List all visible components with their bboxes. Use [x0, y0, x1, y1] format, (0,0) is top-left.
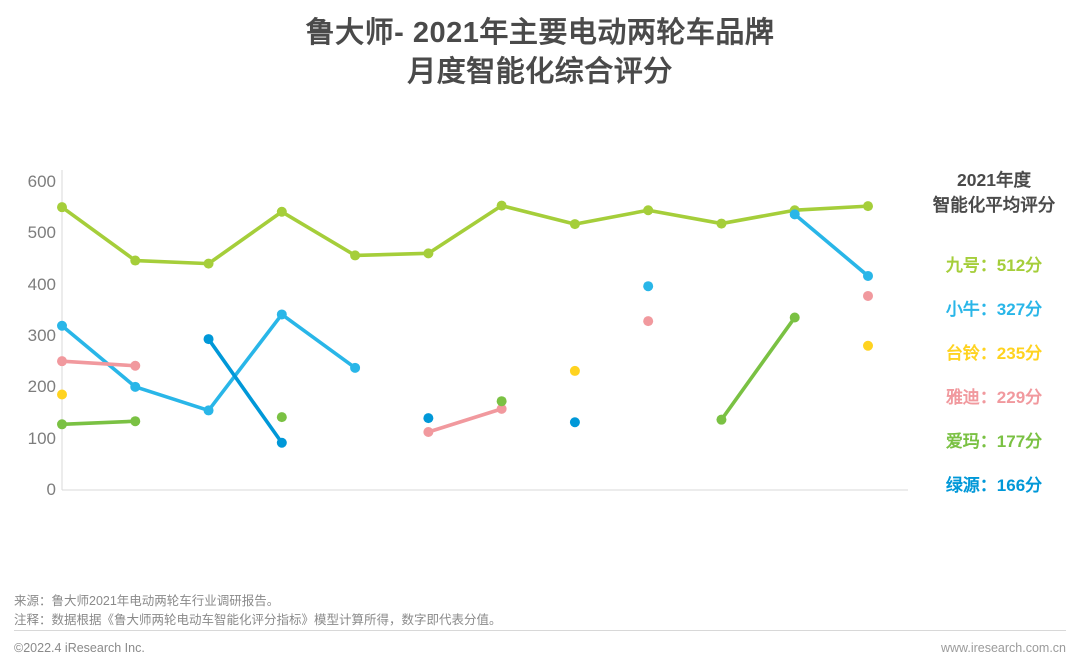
chart-series	[57, 209, 873, 416]
series-data-point	[496, 200, 507, 211]
chart-series	[57, 200, 873, 269]
chart-series	[57, 290, 873, 437]
y-axis-tick-label: 200	[27, 377, 56, 397]
series-data-point	[716, 218, 727, 229]
series-data-point	[863, 201, 873, 212]
series-data-point	[643, 316, 654, 327]
page-title: 鲁大师- 2021年主要电动两轮车品牌 月度智能化综合评分	[0, 14, 1080, 92]
series-data-point	[57, 389, 67, 400]
x-axis-labels: 2021.2 2021.3 2021.4 2021.5 2021.6 2021.7 2021…	[0, 665, 920, 667]
note-source: 来源：鲁大师2021年电动两轮车行业调研报告。	[14, 594, 280, 608]
series-line	[60, 359, 138, 368]
series-data-point	[350, 362, 361, 373]
y-axis-tick-label: 300	[27, 326, 56, 345]
series-data-point	[276, 309, 287, 320]
series-data-point	[130, 255, 141, 266]
chart-series	[57, 340, 873, 400]
series-data-point	[643, 205, 654, 216]
x-axis-tick-label: 2021.3	[112, 665, 159, 667]
chart-plot-area	[57, 170, 908, 491]
series-line	[792, 212, 870, 278]
x-axis-tick-label: 2021.12	[767, 665, 823, 667]
title-line-2: 月度智能化综合评分	[407, 56, 673, 88]
series-data-point	[276, 412, 287, 423]
series-data-point	[130, 360, 141, 371]
series-data-point	[130, 416, 141, 427]
series-data-point	[203, 405, 214, 416]
x-axis-tick-label: 2021.7	[405, 665, 452, 667]
x-axis-tick-label: 2021.9	[551, 665, 598, 667]
series-data-point	[276, 206, 287, 217]
x-axis-tick-label: 2021.6	[331, 665, 378, 667]
series-data-point	[57, 419, 67, 430]
y-axis-tick-label: 400	[27, 274, 56, 294]
series-line	[426, 407, 504, 434]
x-axis-tick-label: 2021.2	[38, 665, 85, 667]
y-axis-tick-label: 500	[27, 223, 56, 243]
chart-notes: 来源：鲁大师2021年电动两轮车行业调研报告。 注释：数据根据《鲁大师两轮电动车…	[14, 592, 714, 630]
x-axis-tick-label: 2021.8	[478, 665, 525, 667]
series-data-point	[130, 381, 141, 392]
series-data-point	[423, 248, 434, 259]
series-line	[206, 337, 284, 445]
series-data-point	[863, 270, 873, 281]
series-data-point	[276, 437, 287, 448]
series-data-point	[643, 281, 654, 292]
series-data-point	[57, 356, 67, 367]
side-panel-heading-2: 智能化平均评分	[932, 195, 1056, 215]
title-line-1: 鲁大师- 2021年主要电动两轮车品牌	[305, 17, 775, 49]
note-annotation: 注释：数据根据《鲁大师两轮电动车智能化评分指标》模型计算所得，数字即代表分值。	[14, 613, 502, 627]
y-axis-tick-label: 0	[46, 480, 56, 499]
series-data-point	[716, 414, 727, 425]
series-data-point	[863, 340, 873, 351]
average-score-row: 绿源：166分	[945, 476, 1043, 495]
series-data-point	[496, 396, 507, 407]
x-axis-tick-label: 2021.4	[185, 665, 232, 667]
series-data-point	[423, 413, 434, 424]
y-axis-tick-label: 100	[27, 428, 56, 448]
series-data-point	[203, 334, 214, 345]
series-line	[60, 419, 138, 427]
average-score-list: 九号：512分 小牛：327分 台铃：235分 雅迪：229分 爱玛：177分 绿源：16…	[908, 244, 1080, 508]
x-axis-tick-label: 2022.1	[844, 665, 891, 667]
average-score-panel: 2021年度 智能化平均评分 九号：512分 小牛：327分 台铃：235分 雅迪：2…	[908, 168, 1080, 508]
chart-series	[57, 312, 800, 430]
chart-series	[203, 334, 580, 448]
series-data-point	[496, 403, 507, 414]
series-data-point	[57, 202, 67, 213]
series-line	[60, 203, 870, 266]
average-score-row: 台铃：235分	[945, 344, 1043, 363]
x-axis-tick-label: 2021.11	[694, 665, 749, 667]
average-score-row: 九号：512分	[945, 256, 1043, 275]
copyright-text: ©2022.4 iResearch Inc.	[14, 641, 145, 655]
series-data-point	[863, 290, 873, 301]
series-data-point	[203, 258, 214, 269]
x-axis-tick-label: 2021.1	[624, 665, 671, 667]
series-data-point	[569, 417, 580, 428]
side-panel-heading-1: 2021年度	[957, 170, 1031, 190]
footer-divider	[14, 630, 1066, 631]
series-data-point	[350, 250, 361, 261]
series-line	[719, 315, 797, 422]
average-score-row: 雅迪：229分	[945, 388, 1043, 407]
series-data-point	[423, 426, 434, 437]
series-data-point	[57, 320, 67, 331]
average-score-row: 小牛：327分	[945, 300, 1043, 319]
series-data-point	[569, 219, 580, 230]
series-data-point	[569, 365, 580, 376]
average-score-row: 爱玛：177分	[945, 432, 1043, 451]
x-axis-tick-label: 2021.5	[258, 665, 305, 667]
y-axis-labels: 0 100 200 300 400 500 600	[0, 160, 56, 505]
website-url: www.iresearch.com.cn	[940, 641, 1066, 655]
series-data-point	[789, 209, 800, 220]
y-axis-tick-label: 600	[27, 172, 56, 191]
series-data-point	[789, 312, 800, 323]
